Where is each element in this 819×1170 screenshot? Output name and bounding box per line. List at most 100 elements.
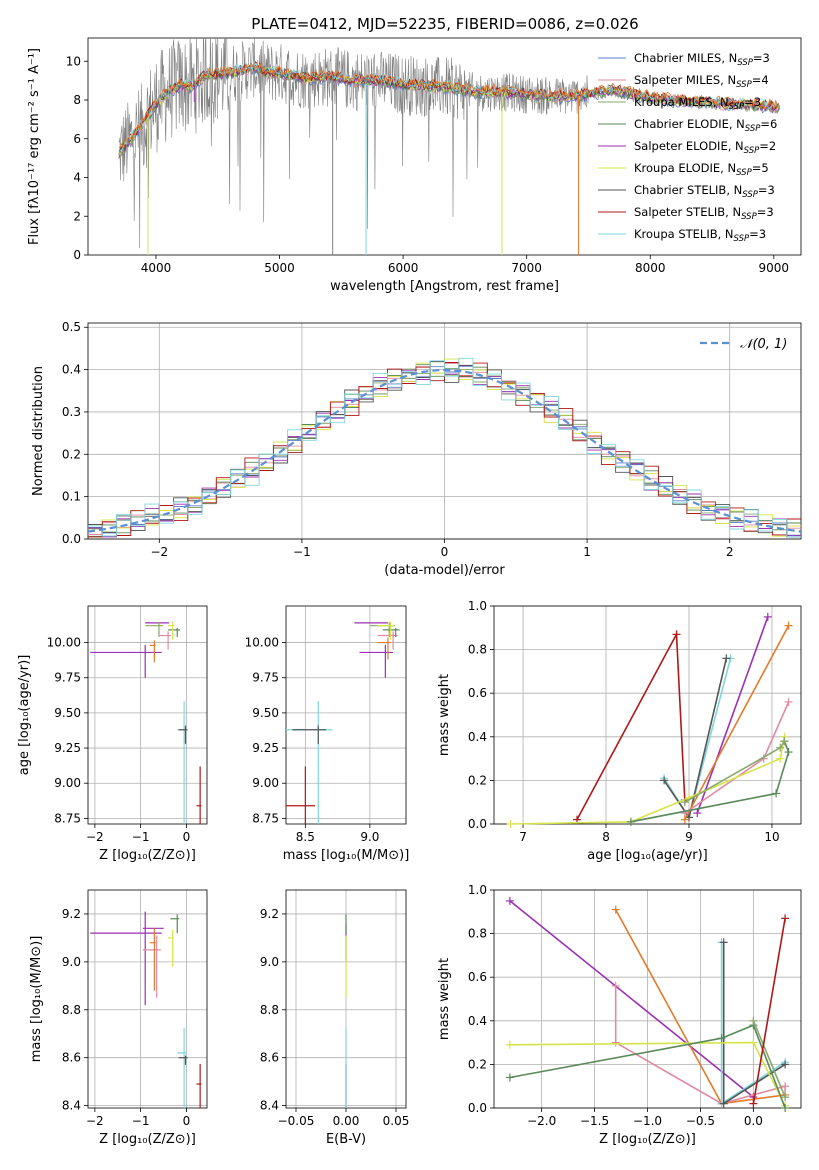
y-tick-label: 0.4 — [62, 363, 81, 377]
y-tick-label: 10 — [66, 54, 81, 68]
x-axis-label: (data-model)/error — [384, 563, 505, 578]
x-axis-label: wavelength [Angstrom, rest frame] — [330, 279, 559, 294]
plus-marker — [749, 1099, 758, 1108]
y-tick-label: 8.4 — [260, 1099, 279, 1113]
y-tick-label: 9.00 — [54, 776, 81, 790]
x-axis-label: Z [log₁₀(Z/Z⊙)] — [99, 1132, 196, 1147]
histogram-legend: 𝒩(0, 1) — [700, 337, 787, 352]
x-tick-label: −2.0 — [527, 1114, 556, 1128]
y-axis-label: mass [log₁₀(M/M⊙)] — [29, 936, 44, 1063]
plus-marker — [781, 914, 790, 923]
y-tick-label: 9.2 — [62, 907, 81, 921]
mass-vs-Z-panel: −2 −1 0 8.4 8.6 8.8 9.0 9.2 Z [log₁₀(Z/Z⊙)] mass … — [29, 889, 208, 1147]
plus-marker — [781, 1082, 790, 1091]
x-tick-label: −1 — [132, 1114, 150, 1128]
plus-marker — [772, 789, 781, 798]
y-tick-label: 9.75 — [54, 671, 81, 685]
data-point — [377, 631, 398, 650]
y-tick-label: 0 — [73, 248, 81, 262]
data-point — [149, 640, 156, 663]
axes-frame — [87, 605, 208, 825]
data-point — [196, 1063, 202, 1108]
y-tick-label: 0.1 — [62, 490, 81, 504]
y-tick-label: 9.00 — [252, 776, 279, 790]
plus-marker — [717, 1034, 726, 1043]
data-point — [168, 621, 175, 640]
plus-marker — [784, 621, 793, 630]
mass-vs-ebv-panel: −0.05 0.00 0.05 8.4 8.6 8.8 9.0 9.2 E(B-V) — [260, 889, 410, 1147]
gaussian-curve — [88, 368, 801, 533]
x-tick-label: 8.5 — [296, 830, 315, 844]
plus-marker — [719, 938, 728, 947]
plus-marker — [693, 809, 702, 818]
plus-marker — [749, 1038, 758, 1047]
x-tick-label: 8 — [602, 830, 610, 844]
y-tick-label: 9.0 — [260, 955, 279, 969]
x-axis-label: E(B-V) — [326, 1132, 366, 1147]
plus-marker — [781, 1093, 790, 1102]
x-tick-label: −0.05 — [278, 1114, 315, 1128]
plus-marker — [505, 896, 514, 905]
model-spectrum-line-salpeter-stelib — [118, 60, 780, 156]
spectrum-plot-area — [118, 38, 780, 255]
histogram-step-kroupa-stelib — [88, 357, 801, 538]
plus-marker — [722, 654, 731, 663]
plus-marker — [660, 776, 669, 785]
x-tick-label: −1 — [293, 545, 311, 559]
plus-marker — [763, 612, 772, 621]
legend-entry-label: Chabrier ELODIE, NSSP=6 — [634, 117, 777, 134]
x-tick-label: 0.05 — [383, 1114, 410, 1128]
plus-marker — [776, 754, 785, 763]
mass-weight-vs-Z-panel: −2.0 −1.5 −1.0 −0.5 0.0 0.0 0.2 0.4 0.6 0.8 1.0 Z [… — [437, 883, 802, 1147]
plus-marker — [672, 630, 681, 639]
legend-entry-label: 𝒩(0, 1) — [740, 337, 787, 352]
plus-marker — [611, 905, 620, 914]
y-tick-label: 9.0 — [62, 955, 81, 969]
y-axis-label: Normed distribution — [31, 366, 46, 496]
plus-marker — [749, 1016, 758, 1025]
data-point — [196, 766, 202, 824]
y-tick-label: 0.2 — [468, 1057, 487, 1071]
y-tick-label: 0.2 — [62, 447, 81, 461]
axes-frame — [493, 889, 802, 1109]
series-line-salpeter-stelib — [752, 918, 786, 1104]
plot-area — [90, 911, 202, 1108]
data-point — [178, 1055, 188, 1065]
series-line-orange-model — [684, 625, 790, 820]
series-line-salpeter-miles — [684, 701, 790, 814]
y-tick-label: 0.0 — [468, 817, 487, 831]
y-tick-label: 6 — [73, 132, 81, 146]
legend-entry-label: Salpeter ELODIE, NSSP=2 — [634, 139, 776, 156]
age-vs-Z-panel: −2 −1 0 8.75 9.00 9.25 9.50 9.75 10.00 Z [log₁₀(Z… — [17, 605, 208, 863]
axes-frame — [493, 605, 802, 825]
plus-marker — [505, 1073, 514, 1082]
plot-area — [90, 621, 202, 824]
series-line-chabrier-elodie — [509, 1024, 786, 1109]
x-tick-label: 5000 — [264, 261, 295, 275]
y-tick-label: 8.75 — [54, 811, 81, 825]
x-tick-label: 0 — [183, 1114, 191, 1128]
x-tick-label: 6000 — [388, 261, 419, 275]
data-point — [178, 725, 188, 744]
plus-marker — [505, 1040, 514, 1049]
x-axis-label: mass [log₁₀(M/M⊙)] — [283, 848, 410, 863]
plus-marker — [776, 743, 785, 752]
x-tick-label: 10 — [764, 830, 779, 844]
y-tick-label: 8 — [73, 93, 81, 107]
model-spectrum-line-orange-model — [118, 62, 779, 150]
x-axis-label: Z [log₁₀(Z/Z⊙)] — [599, 1132, 696, 1147]
x-tick-label: 0 — [441, 545, 449, 559]
x-tick-label: 0 — [183, 830, 191, 844]
plus-marker — [784, 697, 793, 706]
y-tick-label: 8.6 — [62, 1051, 81, 1065]
series-line-kroupa-miles — [752, 1020, 786, 1098]
y-axis-label: mass weight — [437, 674, 452, 756]
series-line-salpeter-elodie — [509, 900, 754, 1098]
x-tick-label: −2 — [86, 830, 104, 844]
plus-marker — [611, 981, 620, 990]
data-point — [377, 637, 392, 660]
y-tick-label: 0.6 — [468, 686, 487, 700]
y-tick-label: 8.75 — [252, 811, 279, 825]
data-point — [177, 1027, 187, 1108]
y-tick-label: 8.6 — [260, 1051, 279, 1065]
